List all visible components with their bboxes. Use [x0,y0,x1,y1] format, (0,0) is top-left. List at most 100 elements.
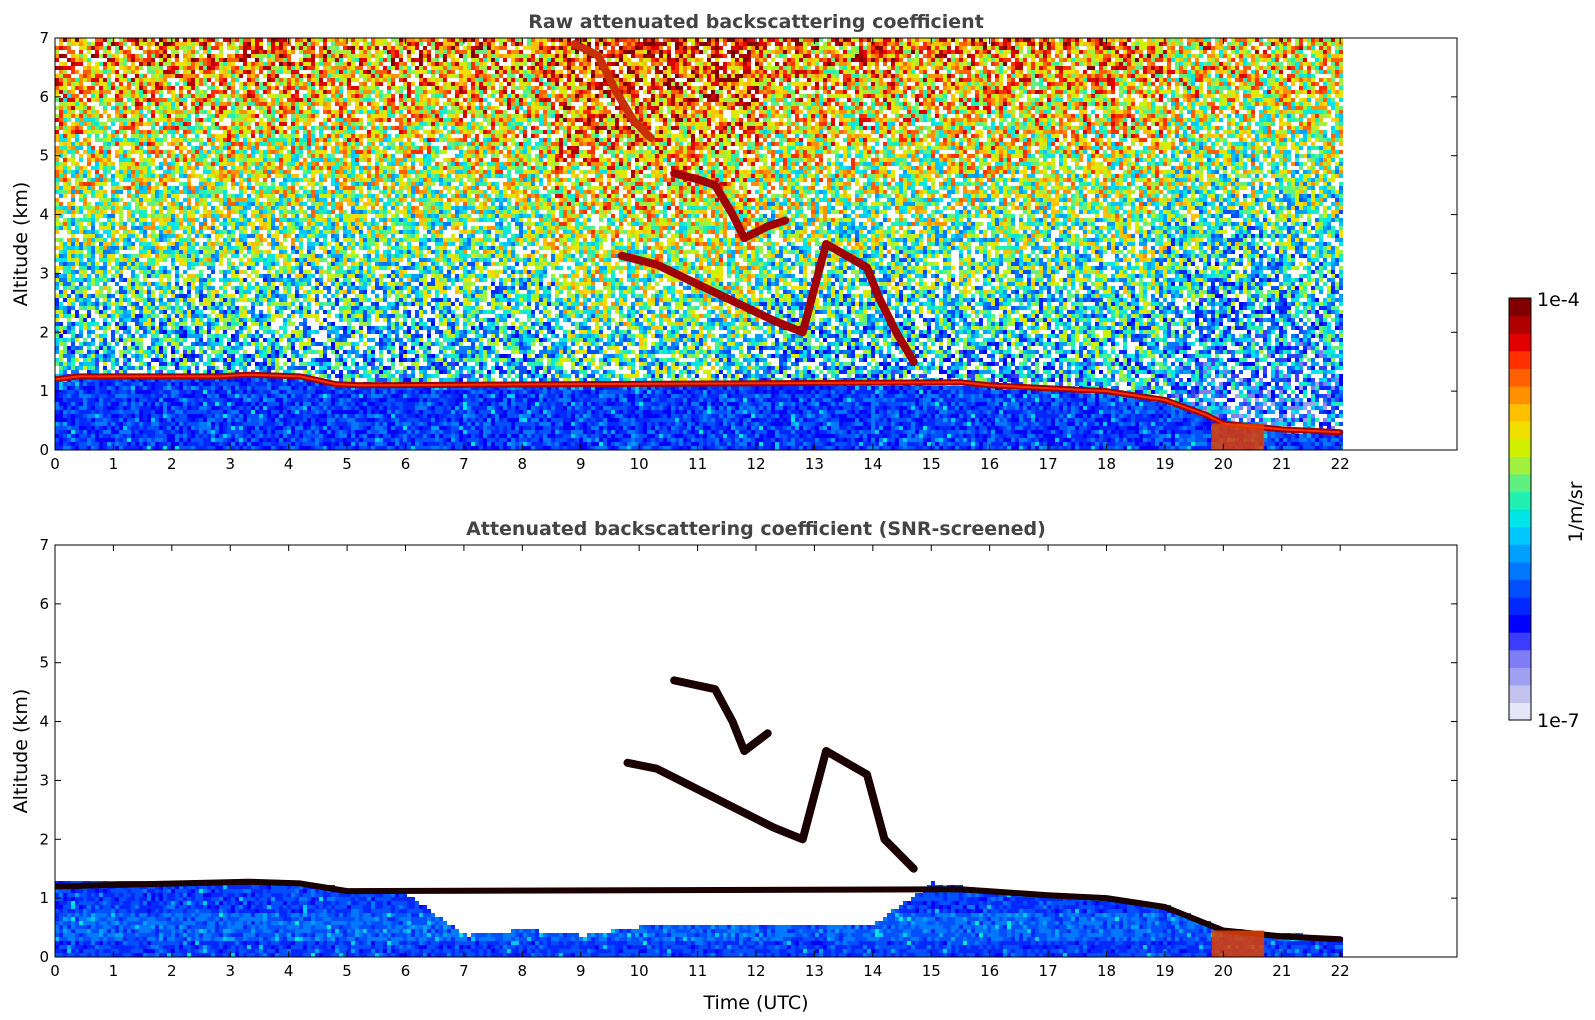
heatmap-cell [119,138,123,142]
heatmap-cell [71,322,75,326]
heatmap-cell [59,206,63,210]
heatmap-cell [107,58,111,62]
heatmap-cell [131,110,135,114]
heatmap-cell [79,442,83,446]
heatmap-cell [87,50,91,54]
heatmap-cell [119,106,123,110]
heatmap-cell [71,298,75,302]
heatmap-cell [75,38,79,42]
heatmap-cell [59,342,63,346]
heatmap-cell [115,310,119,314]
heatmap-cell [131,134,135,138]
heatmap-cell [111,70,115,74]
heatmap-cell [83,130,87,134]
heatmap-cell [131,214,135,218]
heatmap-cell [91,282,95,286]
heatmap-cell [67,118,71,122]
heatmap-cell [91,130,95,134]
heatmap-cell [99,250,103,254]
heatmap-cell [71,222,75,226]
heatmap-cell [115,330,119,334]
heatmap-cell [67,438,71,442]
heatmap-cell [71,174,75,178]
heatmap-cell [115,438,119,442]
heatmap-cell [63,394,67,398]
heatmap-cell [119,150,123,154]
heatmap-cell [63,414,67,418]
heatmap-cell [95,78,99,82]
heatmap-cell [83,394,87,398]
heatmap-cell [99,186,103,190]
heatmap-cell [79,274,83,278]
heatmap-cell [79,334,83,338]
heatmap-cell [63,78,67,82]
heatmap-cell [67,58,71,62]
heatmap-cell [63,370,67,374]
heatmap-cell [71,362,75,366]
heatmap-cell [115,110,119,114]
heatmap-cell [95,126,99,130]
heatmap-cell [75,238,79,242]
heatmap-cell [119,58,123,62]
heatmap-cell [127,190,131,194]
heatmap-cell [67,94,71,98]
heatmap-cell [123,398,127,402]
heatmap-cell [103,198,107,202]
heatmap-cell [63,102,67,106]
heatmap-cell [107,98,111,102]
heatmap-cell [123,154,127,158]
heatmap-cell [63,254,67,258]
heatmap-cell [87,286,91,290]
heatmap-cell [79,318,83,322]
heatmap-cell [99,290,103,294]
heatmap-cell [71,414,75,418]
heatmap-cell [75,170,79,174]
heatmap-cell [71,94,75,98]
heatmap-cell [127,418,131,422]
heatmap-cell [115,74,119,78]
heatmap-cell [111,226,115,230]
heatmap-cell [87,402,91,406]
heatmap-cell [95,282,99,286]
heatmap-cell [107,38,111,42]
heatmap-cell [107,162,111,166]
heatmap-cell [59,306,63,310]
heatmap-cell [103,446,107,450]
heatmap-cell [75,346,79,350]
heatmap-cell [67,250,71,254]
heatmap-cell [115,138,119,142]
heatmap-cell [63,306,67,310]
heatmap-cell [111,242,115,246]
heatmap-cell [75,118,79,122]
heatmap-cell [83,274,87,278]
heatmap-cell [119,118,123,122]
heatmap-cell [131,210,135,214]
heatmap-cell [67,270,71,274]
heatmap-cell [87,214,91,218]
heatmap-cell [55,126,59,130]
heatmap-cell [119,326,123,330]
heatmap-cell [87,430,91,434]
heatmap-cell [79,290,83,294]
heatmap-cell [71,274,75,278]
heatmap-cell [59,166,63,170]
heatmap-cell [63,86,67,90]
heatmap-cell [87,130,91,134]
heatmap-cell [131,230,135,234]
heatmap-cell [99,146,103,150]
heatmap-cell [79,50,83,54]
heatmap-cell [127,398,131,402]
heatmap-cell [103,266,107,270]
heatmap-cell [111,134,115,138]
heatmap-cell [95,238,99,242]
heatmap-cell [63,326,67,330]
heatmap-cell [71,266,75,270]
heatmap-cell [71,50,75,54]
heatmap-cell [55,118,59,122]
heatmap-cell [123,402,127,406]
heatmap-cell [63,290,67,294]
heatmap-cell [91,350,95,354]
heatmap-cell [63,138,67,142]
heatmap-cell [103,154,107,158]
heatmap-cell [71,314,75,318]
